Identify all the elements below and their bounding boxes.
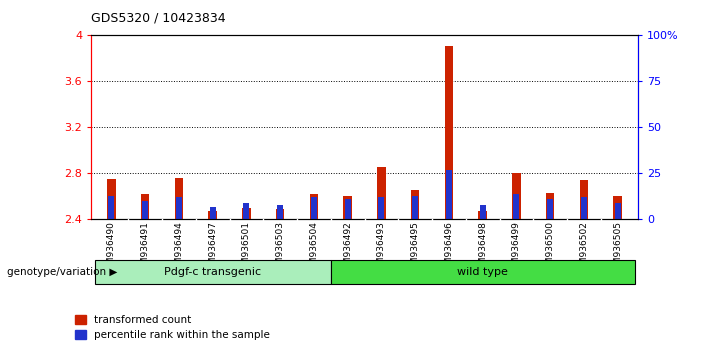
Bar: [277, 205, 283, 219]
Text: GSM936503: GSM936503: [275, 221, 285, 276]
Text: GSM936499: GSM936499: [512, 221, 521, 276]
Bar: [379, 198, 384, 219]
Bar: [141, 194, 149, 219]
Text: GSM936490: GSM936490: [107, 221, 116, 276]
Bar: [546, 193, 554, 219]
Bar: [411, 189, 419, 219]
Bar: [176, 198, 182, 219]
Bar: [109, 195, 114, 219]
Bar: [377, 166, 386, 219]
Bar: [615, 203, 620, 219]
Bar: [242, 208, 251, 219]
Text: GSM936493: GSM936493: [377, 221, 386, 276]
Bar: [107, 179, 116, 219]
Text: GDS5320 / 10423834: GDS5320 / 10423834: [91, 12, 226, 25]
Text: GSM936505: GSM936505: [613, 221, 622, 276]
Bar: [311, 198, 317, 219]
Text: Pdgf-c transgenic: Pdgf-c transgenic: [164, 267, 261, 277]
Bar: [444, 46, 453, 219]
Bar: [343, 196, 352, 219]
Text: GSM936491: GSM936491: [141, 221, 149, 276]
Text: GSM936492: GSM936492: [343, 221, 352, 276]
Bar: [208, 211, 217, 219]
Bar: [142, 201, 148, 219]
FancyBboxPatch shape: [95, 260, 331, 284]
Bar: [581, 198, 587, 219]
Legend: transformed count, percentile rank within the sample: transformed count, percentile rank withi…: [75, 315, 270, 340]
Text: GSM936502: GSM936502: [580, 221, 588, 276]
Bar: [243, 203, 250, 219]
FancyBboxPatch shape: [331, 260, 634, 284]
Text: GSM936494: GSM936494: [175, 221, 184, 276]
Bar: [210, 207, 216, 219]
Bar: [547, 199, 553, 219]
Bar: [345, 199, 350, 219]
Bar: [478, 211, 487, 219]
Text: GSM936500: GSM936500: [545, 221, 554, 276]
Bar: [512, 173, 521, 219]
Bar: [175, 178, 183, 219]
Text: GSM936497: GSM936497: [208, 221, 217, 276]
Text: genotype/variation ▶: genotype/variation ▶: [7, 267, 117, 277]
Bar: [412, 195, 418, 219]
Text: GSM936495: GSM936495: [411, 221, 420, 276]
Bar: [276, 209, 285, 219]
Text: GSM936501: GSM936501: [242, 221, 251, 276]
Text: GSM936498: GSM936498: [478, 221, 487, 276]
Text: GSM936504: GSM936504: [309, 221, 318, 276]
Bar: [513, 194, 519, 219]
Bar: [613, 196, 622, 219]
Bar: [580, 180, 588, 219]
Text: GSM936496: GSM936496: [444, 221, 454, 276]
Text: wild type: wild type: [457, 267, 508, 277]
Bar: [310, 194, 318, 219]
Bar: [479, 205, 486, 219]
Bar: [446, 170, 452, 219]
